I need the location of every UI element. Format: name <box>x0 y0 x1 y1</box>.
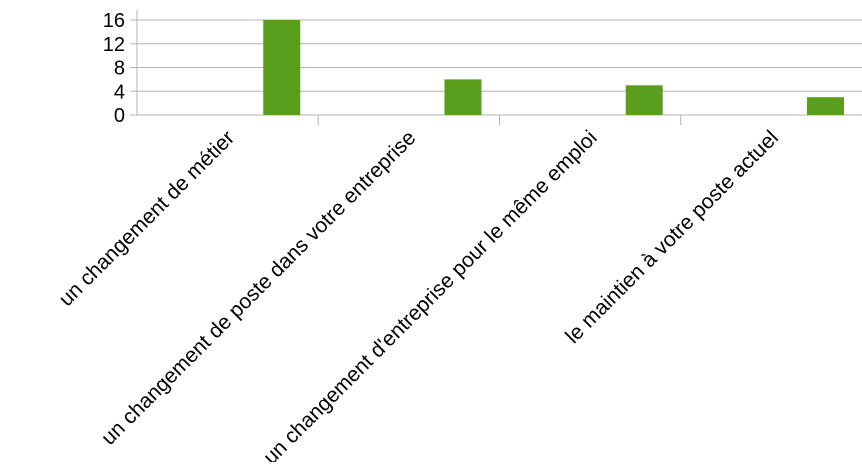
x-tick-label: le maintien à votre poste actuel <box>561 126 783 348</box>
axes <box>136 10 682 125</box>
x-tick-label: un changement de métier <box>54 126 239 311</box>
bar <box>625 85 663 115</box>
y-tick-label: 16 <box>103 10 125 32</box>
x-tick-label: un changement d'entreprise pour le même … <box>259 126 602 462</box>
y-tick-label: 12 <box>103 34 125 56</box>
gridlines <box>130 19 862 116</box>
bar <box>807 97 844 115</box>
y-tick-label: 0 <box>114 105 125 127</box>
x-tick-label: un changement de poste dans votre entrep… <box>97 126 420 449</box>
bars <box>263 20 844 115</box>
y-tick-label: 4 <box>114 81 125 103</box>
y-tick-label: 8 <box>114 58 125 80</box>
bar <box>444 79 482 115</box>
bar <box>263 20 301 115</box>
